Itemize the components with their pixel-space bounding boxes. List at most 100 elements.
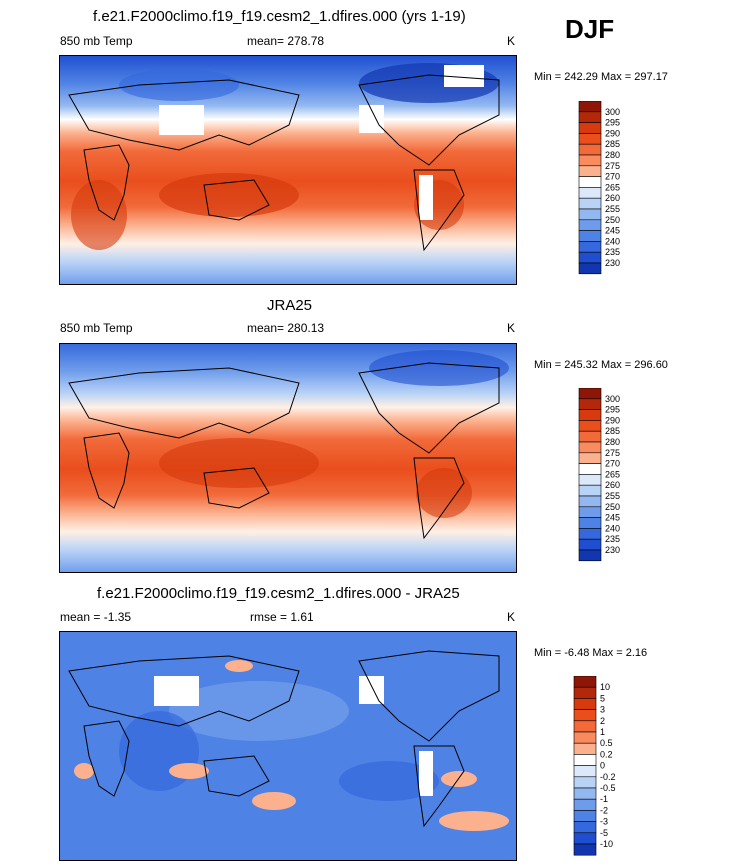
colorbar-swatch [578,420,602,432]
colorbar-label: -5 [600,828,608,838]
colorbar-label: 255 [605,204,620,214]
panel-2-variable: 850 mb Temp [60,321,133,335]
masked-terrain [154,676,199,706]
north-america-outline [358,362,500,454]
colorbar-swatch [573,720,597,733]
panel-1-minmax: Min = 242.29 Max = 297.17 [534,71,668,83]
panel-2-units: K [507,321,516,335]
colorbar-swatch [578,197,602,210]
panel-3-colorbar: 10 5 3 2 1 0.5 0.2 0 -0.2 -0.5 -1 -2 -3 -5 -10 [573,675,663,866]
colorbar-swatch [578,111,602,123]
colorbar-label: 250 [605,502,620,512]
colorbar-label: 290 [605,128,620,138]
eurasia-outline [68,655,300,727]
colorbar-swatch [578,463,602,475]
panel-2-colorbar: 300 295 290 285 280 275 270 265 260 255 250 245 240 2… [578,387,658,573]
panel-3-mean: mean = -1.35 [60,610,132,624]
colorbar-swatch [573,843,597,856]
colorbar-label: -3 [600,817,608,827]
colorbar-label: 295 [605,405,620,415]
colorbar-label: 3 [600,705,605,715]
colorbar-label: 290 [605,415,620,425]
colorbar-label: 295 [605,118,620,128]
colorbar-swatch [578,187,602,199]
colorbar-swatch [573,787,597,800]
colorbar-swatch [578,262,602,275]
colorbar-swatch [573,832,597,845]
panel-3-title: f.e21.F2000climo.f19_f19.cesm2_1.dfires.… [97,585,460,602]
panel-1-map [59,55,517,285]
panel-3-minmax: Min = -6.48 Max = 2.16 [534,647,648,659]
colorbar-swatch [573,709,597,722]
colorbar-swatch [578,133,602,145]
colorbar-label: 230 [605,545,620,555]
colorbar-label: 255 [605,491,620,501]
colorbar-label: 0.5 [600,738,613,748]
colorbar-swatch [578,387,602,400]
colorbar-swatch [573,731,597,744]
panel-3-map [59,631,517,861]
colorbar-swatch [578,219,602,231]
colorbar-swatch [578,398,602,410]
colorbar-label: 280 [605,437,620,447]
colorbar-swatch [578,143,602,156]
colorbar-swatch [578,409,602,421]
south-america-outline [413,457,465,540]
colorbar-label: 5 [600,693,605,703]
colorbar-label: 270 [605,459,620,469]
panel-2-minmax: Min = 245.32 Max = 296.60 [534,359,668,371]
panel-1-title: f.e21.F2000climo.f19_f19.cesm2_1.dfires.… [93,8,466,25]
north-america-outline [358,74,500,166]
africa-outline [83,720,130,797]
colorbar-swatch [578,549,602,562]
colorbar-label: 280 [605,150,620,160]
colorbar-swatch [578,230,602,242]
north-america-outline [358,650,500,742]
colorbar-swatch [578,165,602,177]
colorbar-label: 275 [605,161,620,171]
colorbar-label: 285 [605,139,620,149]
panel-1-mean: mean= 278.78 [247,34,325,48]
australia-outline [203,755,270,797]
colorbar-label: 1 [600,727,605,737]
colorbar-label: 260 [605,480,620,490]
australia-outline [203,179,270,221]
colorbar-swatch [578,241,602,253]
africa-outline [83,432,130,509]
colorbar-label: 265 [605,469,620,479]
panel-2-mean: mean= 280.13 [247,321,325,335]
colorbar-swatch [573,754,597,766]
colorbar-label: -0.2 [600,772,616,782]
south-america-outline [413,745,465,828]
australia-outline [203,467,270,509]
colorbar-swatch [573,742,597,755]
colorbar-label: 240 [605,523,620,533]
colorbar-label: 245 [605,513,620,523]
colorbar-label: 0 [600,761,605,771]
colorbar-label: 240 [605,236,620,246]
colorbar-swatch [578,208,602,221]
colorbar-label: 250 [605,215,620,225]
panel-1-units: K [507,34,516,48]
colorbar-label: -0.5 [600,783,616,793]
colorbar-label: 235 [605,247,620,257]
colorbar-label: -10 [600,839,613,849]
colorbar-label: 245 [605,226,620,236]
colorbar-swatch [578,441,602,454]
panel-2-map [59,343,517,573]
colorbar-swatch [578,430,602,443]
colorbar-swatch [573,698,597,710]
africa-outline [83,144,130,221]
panel-2-title: JRA25 [267,297,313,314]
colorbar-label: 230 [605,258,620,268]
colorbar-label: 285 [605,426,620,436]
colorbar-swatch [578,495,602,508]
colorbar-swatch [573,686,597,699]
colorbar-label: 2 [600,716,605,726]
colorbar-swatch [573,798,597,811]
colorbar-swatch [578,517,602,529]
panel-1-variable: 850 mb Temp [60,34,133,48]
panel-1-colorbar: 300 295 290 285 280 275 270 265 260 255 250 245 240 2… [578,100,658,286]
eurasia-outline [68,367,300,439]
eurasia-outline [68,79,300,151]
